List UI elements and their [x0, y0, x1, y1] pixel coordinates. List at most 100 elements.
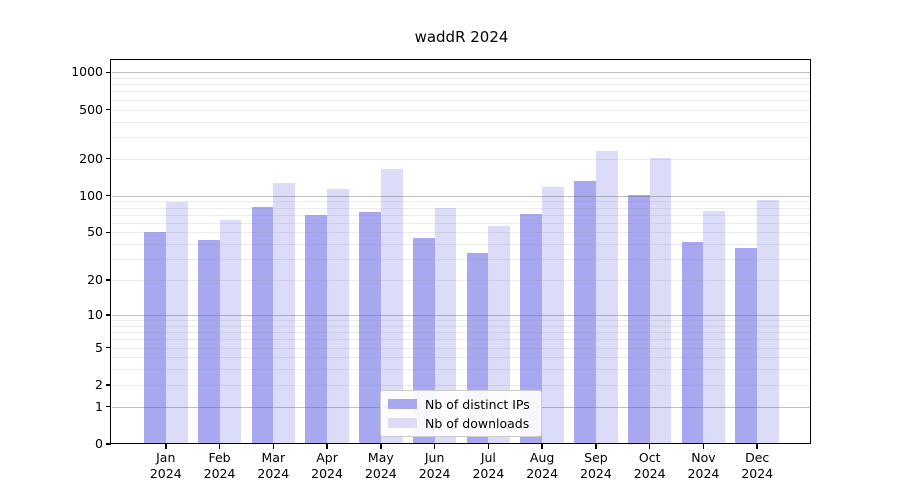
ytick-mark-0	[106, 443, 111, 445]
ytick-label-10: 10	[87, 306, 103, 322]
xtick-label-jul: Jul 2024	[453, 450, 523, 482]
month-label: Aug	[529, 450, 555, 465]
ytick-label-100: 100	[79, 187, 103, 203]
ytick-label-20: 20	[87, 272, 103, 288]
minor-gridline-7	[112, 332, 811, 334]
year-label: 2024	[311, 466, 343, 481]
bar-feb-distinct-ips	[197, 240, 220, 444]
xtick-mark-dec	[756, 444, 758, 449]
ytick-mark-200	[106, 157, 111, 160]
bar-nov-distinct-ips	[681, 241, 704, 444]
minor-gridline-50	[112, 232, 811, 234]
year-label: 2024	[418, 466, 451, 481]
xtick-label-feb: Feb 2024	[185, 450, 255, 482]
minor-gridline-700	[112, 91, 811, 93]
bar-jan-downloads	[165, 201, 188, 444]
xtick-label-aug: Aug 2024	[507, 450, 577, 482]
month-label: Mar	[261, 450, 286, 465]
xtick-mark-jan	[165, 444, 167, 449]
month-label: Feb	[208, 450, 231, 465]
legend-row-distinct-ips: Nb of distinct IPs	[381, 397, 541, 412]
xtick-mark-sep	[595, 444, 597, 449]
bar-nov-downloads	[703, 211, 726, 444]
minor-gridline-20	[112, 280, 811, 282]
year-label: 2024	[741, 466, 774, 481]
legend-swatch-downloads	[388, 418, 417, 428]
month-label: May	[367, 450, 394, 465]
xtick-mark-oct	[648, 444, 651, 449]
minor-gridline-60	[112, 222, 811, 224]
xtick-label-oct: Oct 2024	[615, 450, 685, 482]
ytick-label-1: 1	[95, 398, 103, 414]
major-gridline-1000	[112, 72, 811, 74]
year-label: 2024	[364, 466, 397, 481]
legend-row-downloads: Nb of downloads	[381, 416, 541, 431]
minor-gridline-4	[112, 357, 811, 359]
minor-gridline-800	[112, 84, 811, 86]
bar-jul-downloads	[488, 225, 511, 444]
xtick-mark-mar	[272, 444, 275, 449]
bar-sep-downloads	[595, 150, 618, 444]
major-gridline-10	[112, 314, 811, 316]
ytick-mark-20	[106, 279, 111, 281]
minor-gridline-600	[112, 99, 811, 101]
ytick-label-1000: 1000	[71, 64, 103, 80]
month-label: Jul	[480, 450, 496, 465]
xtick-mark-jul	[487, 444, 490, 449]
minor-gridline-5	[112, 347, 811, 349]
bar-aug-distinct-ips	[520, 213, 543, 444]
bar-sep-distinct-ips	[574, 181, 596, 444]
ytick-label-0: 0	[95, 436, 103, 451]
ytick-mark-5	[106, 346, 111, 349]
bar-apr-distinct-ips	[305, 215, 328, 444]
plot-area	[112, 61, 811, 444]
xtick-mark-jun	[433, 444, 436, 449]
xtick-label-jan: Jan 2024	[131, 450, 201, 482]
year-label: 2024	[580, 466, 612, 481]
xtick-mark-nov	[702, 444, 705, 449]
year-label: 2024	[149, 466, 182, 481]
year-label: 2024	[526, 466, 559, 481]
legend-label-downloads: Nb of downloads	[425, 415, 530, 431]
bar-mar-downloads	[273, 183, 296, 444]
bar-may-distinct-ips	[359, 211, 381, 444]
xtick-mark-may	[380, 444, 382, 449]
ytick-label-5: 5	[95, 339, 103, 355]
minor-gridline-9	[112, 320, 811, 322]
bar-jan-distinct-ips	[143, 232, 166, 444]
minor-gridline-6	[112, 339, 811, 341]
xtick-label-sep: Sep 2024	[561, 450, 631, 482]
minor-gridline-30	[112, 259, 811, 261]
ytick-mark-1	[106, 405, 111, 408]
year-label: 2024	[633, 466, 666, 481]
ytick-mark-50	[106, 231, 111, 234]
bar-may-downloads	[380, 168, 403, 444]
bar-mar-distinct-ips	[251, 206, 274, 444]
bar-dec-distinct-ips	[735, 248, 758, 444]
xtick-mark-aug	[541, 444, 543, 449]
xtick-mark-feb	[218, 444, 221, 449]
major-gridline-100	[112, 195, 811, 197]
ytick-mark-2	[106, 384, 111, 386]
bar-aug-downloads	[542, 186, 564, 444]
legend: Nb of distinct IPs Nb of downloads	[380, 390, 542, 437]
bar-oct-downloads	[649, 157, 672, 444]
xtick-label-nov: Nov 2024	[668, 450, 738, 482]
year-label: 2024	[203, 466, 236, 481]
minor-gridline-400	[112, 121, 811, 123]
year-label: 2024	[257, 466, 290, 481]
legend-swatch-distinct-ips	[388, 399, 417, 409]
bar-apr-downloads	[327, 189, 349, 444]
month-label: Jun	[424, 450, 445, 465]
ytick-label-2: 2	[95, 376, 103, 392]
minor-gridline-3	[112, 369, 811, 371]
legend-label-distinct-ips: Nb of distinct IPs	[425, 396, 530, 412]
xtick-label-jun: Jun 2024	[400, 450, 470, 482]
minor-gridline-70	[112, 214, 811, 216]
minor-gridline-2	[112, 384, 811, 386]
minor-gridline-900	[112, 77, 811, 79]
year-label: 2024	[687, 466, 720, 481]
bar-feb-downloads	[219, 220, 242, 444]
minor-gridline-200	[112, 158, 811, 160]
